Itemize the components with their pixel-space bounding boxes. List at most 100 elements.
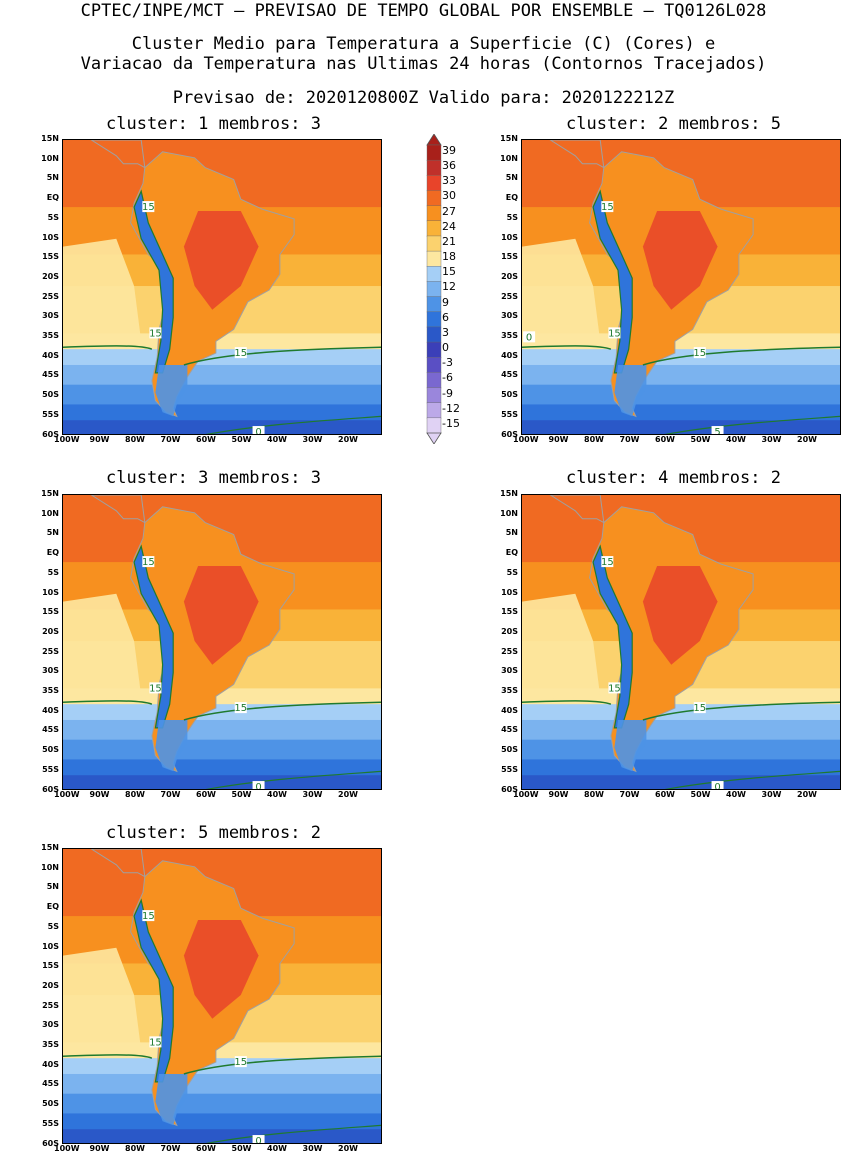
lat-tick-label: 55S bbox=[42, 764, 59, 774]
subtitle-line-1: Cluster Medio para Temperatura a Superfi… bbox=[131, 34, 716, 54]
panel-title: cluster: 4 membros: 2 bbox=[566, 468, 781, 488]
lat-tick-label: 30S bbox=[42, 1020, 59, 1030]
forecast-dates: Previsao de: 2020120800Z Valido para: 20… bbox=[172, 88, 675, 108]
lon-tick-label: 100W bbox=[513, 435, 539, 444]
lat-tick-label: 40S bbox=[501, 705, 518, 715]
panel-title: cluster: 2 membros: 5 bbox=[566, 114, 781, 134]
svg-text:15: 15 bbox=[608, 328, 621, 339]
lon-tick-label: 70W bbox=[619, 790, 640, 799]
colorbar-tick-label: 36 bbox=[442, 159, 456, 173]
lon-tick-label: 90W bbox=[89, 435, 110, 444]
temperature-band bbox=[522, 759, 840, 777]
temperature-map: 15 15 15 0 bbox=[521, 494, 841, 790]
lon-tick-label: 60W bbox=[655, 435, 675, 444]
lat-tick-label: 15N bbox=[500, 489, 518, 498]
lon-tick-label: 90W bbox=[89, 1144, 110, 1153]
central-america-landmass bbox=[549, 495, 605, 524]
lat-tick-label: 30S bbox=[501, 311, 518, 321]
colorbar-swatch bbox=[426, 220, 442, 237]
lat-tick-label: EQ bbox=[46, 902, 59, 912]
lat-tick-label: 10S bbox=[42, 232, 59, 242]
colorbar-swatch bbox=[426, 387, 442, 404]
lat-tick-label: 10N bbox=[41, 862, 59, 872]
lat-tick-label: 20S bbox=[42, 980, 59, 990]
temperature-map: 15 15 15 0 bbox=[62, 848, 382, 1144]
lon-tick-label: 100W bbox=[513, 790, 539, 799]
lat-tick-label: 10N bbox=[41, 508, 59, 518]
lat-tick-label: 50S bbox=[501, 390, 518, 400]
contour-label: 15 bbox=[601, 556, 614, 568]
lat-tick-label: 5N bbox=[46, 173, 59, 183]
lon-tick-label: 100W bbox=[54, 790, 80, 799]
lon-tick-label: 40W bbox=[267, 1144, 287, 1153]
lat-tick-label: 10S bbox=[42, 941, 59, 951]
lat-tick-label: 55S bbox=[501, 764, 518, 774]
lat-tick-label: 15S bbox=[42, 607, 59, 617]
contour-label: 15 bbox=[608, 682, 621, 694]
lat-tick-label: 5N bbox=[505, 528, 518, 538]
contour-label: 0 bbox=[523, 331, 536, 343]
svg-text:0: 0 bbox=[255, 1136, 261, 1144]
cool-pacific-region bbox=[63, 593, 142, 701]
colorbar-swatch bbox=[426, 326, 442, 343]
lon-tick-label: 40W bbox=[267, 790, 287, 799]
lat-tick-label: 10N bbox=[41, 153, 59, 163]
lon-tick-label: 70W bbox=[160, 790, 181, 799]
lat-tick-label: 60S bbox=[42, 429, 59, 439]
lat-tick-label: 25S bbox=[501, 646, 518, 656]
colorbar-swatch bbox=[426, 266, 442, 283]
temperature-band bbox=[522, 364, 840, 386]
lat-tick-label: 30S bbox=[42, 666, 59, 676]
cool-pacific-region bbox=[63, 947, 142, 1055]
colorbar-swatch bbox=[426, 159, 442, 177]
contour-0c bbox=[205, 770, 381, 789]
lat-tick-label: 5S bbox=[47, 921, 59, 931]
lon-tick-label: 40W bbox=[726, 435, 746, 444]
panel-title: cluster: 1 membros: 3 bbox=[106, 114, 321, 134]
temperature-map: 15 15 15 5 0 bbox=[521, 139, 841, 435]
patagonia-region bbox=[155, 1074, 188, 1126]
lon-tick-label: 20W bbox=[797, 790, 817, 799]
lat-tick-label: 55S bbox=[501, 409, 518, 419]
lon-tick-label: 40W bbox=[267, 435, 287, 444]
lon-tick-label: 60W bbox=[196, 435, 216, 444]
contour-label: 0 bbox=[711, 781, 724, 789]
contour-label: 15 bbox=[234, 347, 247, 359]
patagonia-region bbox=[155, 365, 188, 417]
lat-tick-label: 40S bbox=[42, 705, 59, 715]
colorbar-tick-label: 33 bbox=[442, 174, 456, 188]
lon-tick-label: 90W bbox=[89, 790, 110, 799]
lat-tick-label: 45S bbox=[501, 725, 518, 735]
colorbar-tick-label: 6 bbox=[442, 310, 449, 324]
contour-label: 15 bbox=[234, 1056, 247, 1068]
svg-text:15: 15 bbox=[693, 703, 706, 714]
temperature-band bbox=[522, 333, 840, 351]
lat-tick-label: 10N bbox=[500, 153, 518, 163]
lat-tick-label: 50S bbox=[42, 390, 59, 400]
patagonia-region bbox=[614, 720, 647, 772]
contour-label: 0 bbox=[252, 426, 265, 434]
panel-title: cluster: 5 membros: 2 bbox=[106, 823, 321, 843]
lon-tick-label: 60W bbox=[196, 790, 216, 799]
lon-tick-label: 50W bbox=[690, 790, 711, 799]
temperature-band bbox=[63, 775, 381, 789]
lon-tick-label: 50W bbox=[231, 790, 252, 799]
colorbar-tick-label: 27 bbox=[442, 204, 456, 218]
colorbar-tick-label: 21 bbox=[442, 234, 456, 248]
lat-tick-label: 50S bbox=[501, 745, 518, 755]
lon-tick-label: 20W bbox=[797, 435, 817, 444]
colorbar-tick-label: -15 bbox=[442, 416, 460, 430]
lat-tick-label: 20S bbox=[501, 271, 518, 281]
colorbar-tick-label: 30 bbox=[442, 189, 456, 203]
contour-label: 0 bbox=[252, 1135, 265, 1144]
lon-tick-label: 70W bbox=[160, 435, 181, 444]
lat-tick-label: 40S bbox=[42, 350, 59, 360]
temperature-band bbox=[63, 420, 381, 434]
lon-tick-label: 90W bbox=[548, 790, 569, 799]
temperature-band bbox=[63, 333, 381, 351]
lon-tick-label: 80W bbox=[584, 435, 604, 444]
contour-15c bbox=[522, 345, 840, 366]
lat-tick-label: 35S bbox=[42, 686, 59, 695]
lat-tick-label: 5N bbox=[46, 528, 59, 538]
lat-tick-label: 5S bbox=[506, 212, 518, 222]
